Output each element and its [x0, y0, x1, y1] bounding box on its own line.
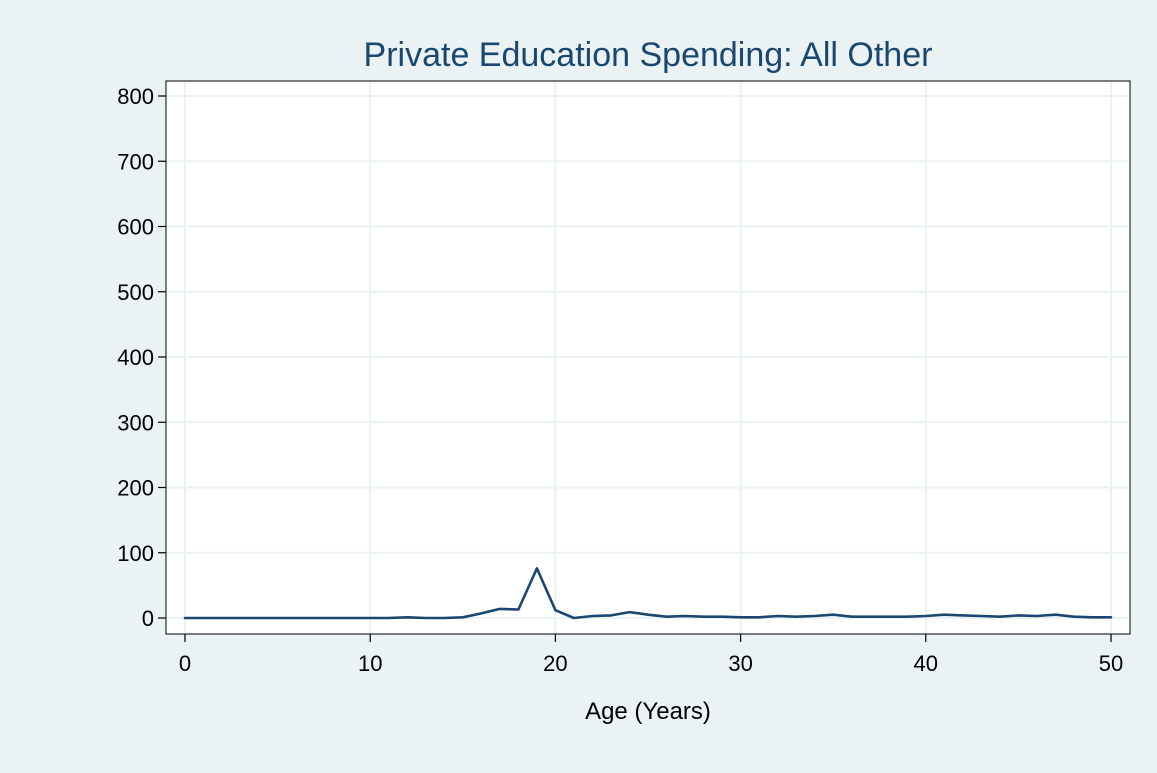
y-tick-label: 600	[117, 215, 154, 240]
y-tick-label: 200	[117, 476, 154, 501]
gridlines	[167, 82, 1129, 633]
series-line	[183, 567, 1113, 620]
y-tick-label: 500	[117, 280, 154, 305]
x-tick-label: 20	[543, 651, 567, 676]
x-tick-label: 10	[358, 651, 382, 676]
x-tick-label: 50	[1099, 651, 1123, 676]
axes: 0 100 200 300 400 500 600 700 800 0 10 20 30 40 50	[117, 84, 1123, 676]
x-axis-label: Age (Years)	[585, 698, 711, 725]
y-tick-label: 0	[142, 606, 154, 631]
x-tick-label: 40	[914, 651, 938, 676]
x-tick-label: 0	[179, 651, 191, 676]
chart-title: Private Education Spending: All Other	[364, 36, 933, 74]
y-tick-label: 400	[117, 345, 154, 370]
series-layer	[183, 567, 1113, 620]
x-tick-label: 30	[728, 651, 752, 676]
y-tick-label: 100	[117, 541, 154, 566]
y-tick-label: 700	[117, 149, 154, 174]
y-tick-label: 300	[117, 410, 154, 435]
y-tick-label: 800	[117, 84, 154, 109]
